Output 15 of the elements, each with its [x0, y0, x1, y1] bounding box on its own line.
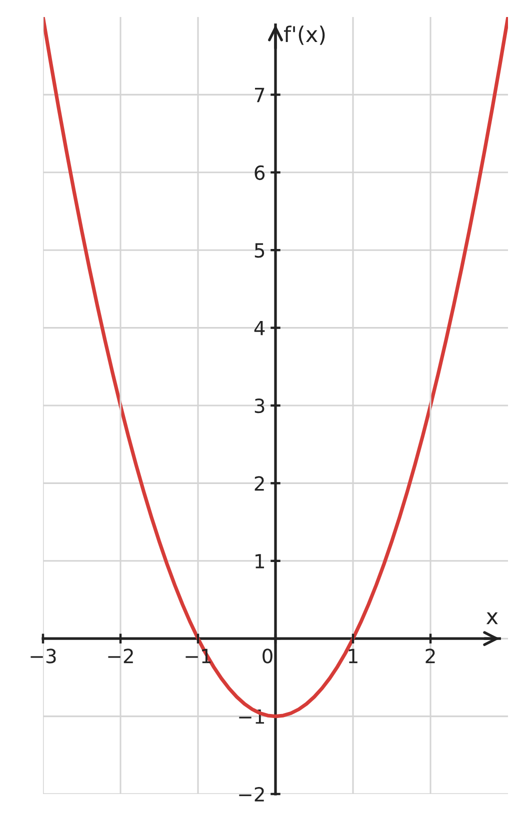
y-tick-label: 5	[254, 243, 264, 258]
x-tick-label: 1	[348, 648, 358, 664]
x-tick-label: 0	[262, 648, 272, 664]
x-tick-label: −2	[108, 648, 133, 664]
y-tick-label: 6	[254, 165, 265, 180]
y-tick-label: 4	[254, 321, 265, 336]
y-tick-label: −2	[239, 786, 264, 802]
x-tick-label: −3	[30, 648, 56, 664]
y-axis-title: f'(x)	[284, 26, 325, 45]
x-axis-title: x	[486, 612, 498, 624]
y-tick-label: 3	[254, 398, 264, 414]
y-tick-label: 1	[256, 554, 264, 568]
x-tick-label: 2	[426, 648, 435, 664]
y-tick-label: 2	[254, 476, 264, 491]
y-tick-label: 7	[255, 88, 264, 102]
